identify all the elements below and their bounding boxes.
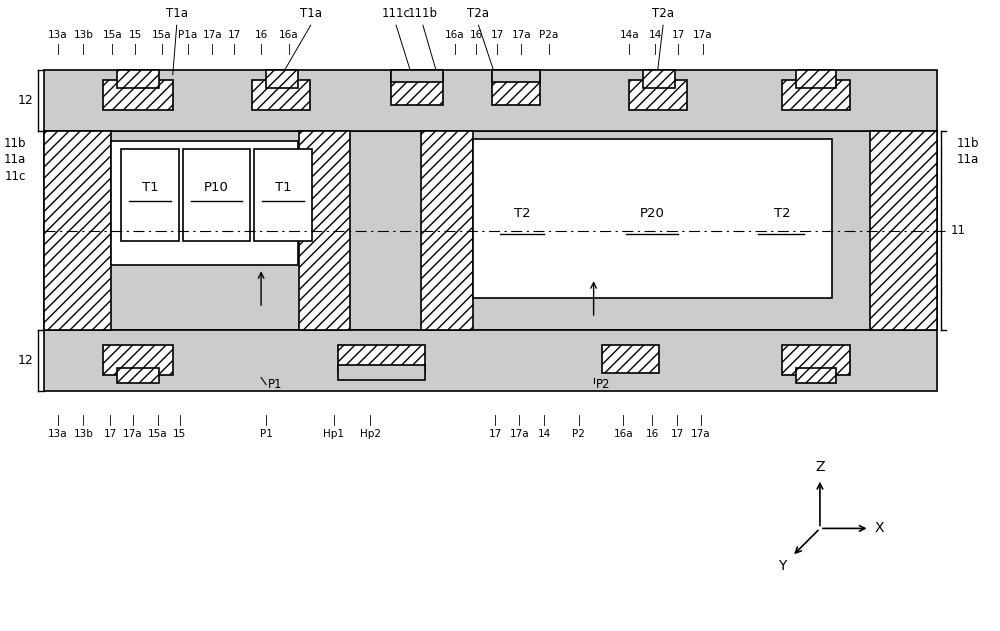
Bar bbox=[103, 80, 173, 110]
Bar bbox=[117, 70, 159, 88]
Text: 12: 12 bbox=[18, 354, 34, 367]
Text: T1a: T1a bbox=[300, 7, 322, 20]
Bar bbox=[796, 368, 836, 384]
Text: 11: 11 bbox=[951, 224, 966, 237]
Bar bbox=[44, 131, 937, 330]
Text: 15a: 15a bbox=[102, 30, 122, 40]
Text: P2a: P2a bbox=[539, 30, 559, 40]
Text: Z: Z bbox=[815, 460, 825, 474]
Text: P20: P20 bbox=[640, 207, 665, 220]
Text: 15: 15 bbox=[128, 30, 142, 40]
Bar bbox=[602, 345, 659, 372]
Bar bbox=[338, 365, 425, 379]
Text: P1a: P1a bbox=[178, 30, 197, 40]
Bar bbox=[421, 131, 473, 330]
Text: 17a: 17a bbox=[123, 429, 143, 439]
Bar bbox=[796, 70, 836, 88]
Text: 15: 15 bbox=[173, 429, 186, 439]
Text: 16: 16 bbox=[646, 429, 659, 439]
Text: 17: 17 bbox=[489, 429, 502, 439]
Text: 14a: 14a bbox=[620, 30, 639, 40]
Text: 111b: 111b bbox=[408, 7, 438, 20]
Bar bbox=[44, 330, 937, 391]
Text: 17: 17 bbox=[670, 429, 684, 439]
Bar bbox=[643, 70, 675, 88]
Text: 15a: 15a bbox=[152, 30, 172, 40]
Bar bbox=[266, 70, 298, 88]
Text: 12: 12 bbox=[18, 94, 34, 107]
Bar bbox=[782, 80, 850, 110]
Bar bbox=[252, 80, 310, 110]
Text: T2: T2 bbox=[514, 207, 530, 220]
Bar bbox=[629, 80, 687, 110]
Text: P2: P2 bbox=[572, 429, 585, 439]
Text: 17a: 17a bbox=[693, 30, 713, 40]
Text: Y: Y bbox=[778, 559, 786, 573]
Text: 16: 16 bbox=[470, 30, 483, 40]
Bar bbox=[473, 139, 832, 298]
Bar bbox=[338, 345, 425, 372]
Text: 16a: 16a bbox=[445, 30, 464, 40]
Text: P10: P10 bbox=[204, 181, 229, 194]
Text: 17a: 17a bbox=[203, 30, 222, 40]
Bar bbox=[254, 150, 312, 240]
Text: 13b: 13b bbox=[73, 429, 93, 439]
Text: 11a: 11a bbox=[4, 153, 26, 166]
Bar bbox=[117, 368, 159, 384]
Text: T2: T2 bbox=[774, 207, 791, 220]
Text: T1: T1 bbox=[275, 181, 291, 194]
Text: T1a: T1a bbox=[166, 7, 188, 20]
Text: Hp2: Hp2 bbox=[360, 429, 381, 439]
Text: P1: P1 bbox=[268, 378, 283, 391]
Text: 11a: 11a bbox=[957, 153, 979, 166]
Text: 14: 14 bbox=[537, 429, 551, 439]
Bar bbox=[121, 150, 179, 240]
Text: 17: 17 bbox=[104, 429, 117, 439]
Text: T2a: T2a bbox=[467, 7, 489, 20]
Text: 13b: 13b bbox=[73, 30, 93, 40]
Bar bbox=[492, 70, 540, 105]
Text: 17: 17 bbox=[228, 30, 241, 40]
Text: X: X bbox=[875, 521, 884, 536]
Text: 16a: 16a bbox=[279, 30, 299, 40]
Text: P2: P2 bbox=[596, 378, 610, 391]
Bar bbox=[492, 70, 540, 82]
Text: 17a: 17a bbox=[691, 429, 711, 439]
Text: 111c: 111c bbox=[382, 7, 411, 20]
Text: T1: T1 bbox=[142, 181, 158, 194]
Text: Hp1: Hp1 bbox=[323, 429, 344, 439]
Text: 17: 17 bbox=[671, 30, 685, 40]
Text: 17: 17 bbox=[491, 30, 504, 40]
Text: 17a: 17a bbox=[511, 30, 531, 40]
Text: 11b: 11b bbox=[3, 137, 26, 150]
Text: 13a: 13a bbox=[48, 30, 67, 40]
Text: 16a: 16a bbox=[614, 429, 633, 439]
Bar bbox=[111, 141, 298, 266]
Text: 11c: 11c bbox=[4, 170, 26, 182]
Bar bbox=[44, 70, 937, 131]
Bar bbox=[103, 345, 173, 375]
Text: 13a: 13a bbox=[48, 429, 67, 439]
Bar bbox=[870, 131, 937, 330]
Text: 15a: 15a bbox=[148, 429, 168, 439]
Bar bbox=[44, 131, 111, 330]
Bar bbox=[782, 345, 850, 375]
Text: 14: 14 bbox=[649, 30, 662, 40]
Bar bbox=[391, 70, 443, 82]
Bar bbox=[391, 70, 443, 105]
Text: 11b: 11b bbox=[957, 137, 979, 150]
Text: T2a: T2a bbox=[652, 7, 674, 20]
Bar bbox=[299, 131, 350, 330]
Bar bbox=[183, 150, 250, 240]
Text: 16: 16 bbox=[254, 30, 268, 40]
Text: 17a: 17a bbox=[509, 429, 529, 439]
Text: P1: P1 bbox=[260, 429, 272, 439]
